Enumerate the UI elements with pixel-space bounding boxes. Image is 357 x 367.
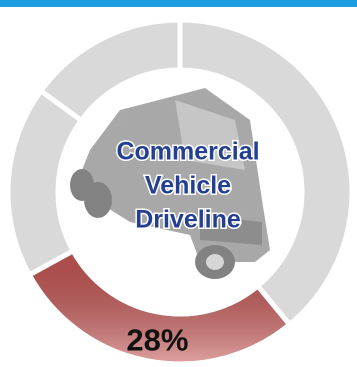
center-label-line: Commercial bbox=[116, 138, 259, 166]
center-label: Commercial Vehicle Driveline bbox=[115, 136, 261, 235]
center-label-line: Vehicle bbox=[145, 172, 231, 200]
donut-segment bbox=[177, 17, 355, 329]
ring: 28% bbox=[5, 17, 355, 367]
value-label: 28% bbox=[126, 323, 188, 358]
donut-segment bbox=[37, 17, 183, 124]
top-bar bbox=[0, 0, 357, 7]
truck-icon bbox=[70, 88, 270, 279]
center-label-line: Driveline bbox=[135, 206, 241, 234]
